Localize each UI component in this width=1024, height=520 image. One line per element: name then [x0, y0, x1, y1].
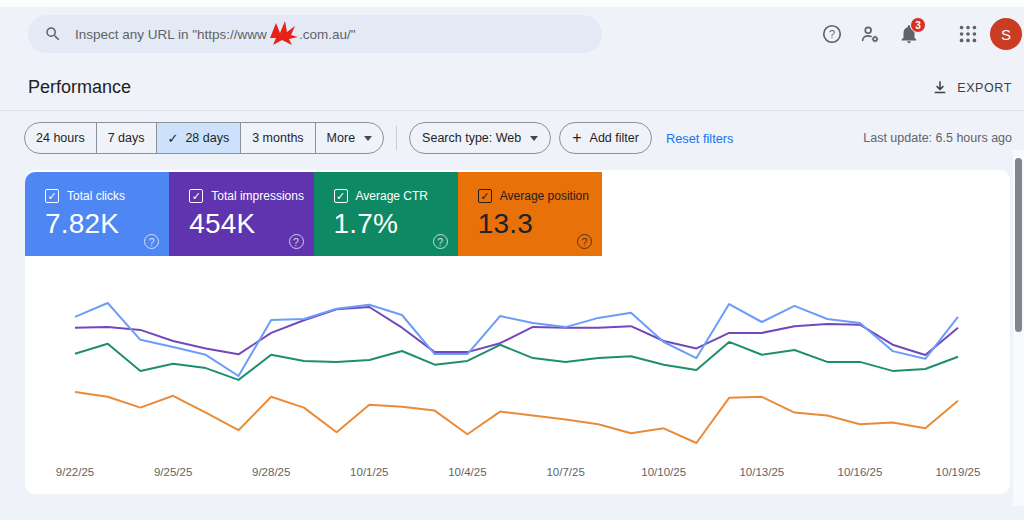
plus-icon: + [572, 129, 581, 147]
notification-badge: 3 [910, 17, 926, 33]
checkbox-checked-icon[interactable]: ✓ [334, 189, 348, 203]
help-icon[interactable]: ? [144, 234, 159, 249]
x-axis-label: 10/10/25 [641, 466, 686, 478]
add-filter-chip[interactable]: + Add filter [559, 122, 652, 154]
performance-line-chart[interactable]: 9/22/25 9/25/25 9/28/25 10/1/25 10/4/25 10/7/… [0, 280, 1024, 485]
search-icon [44, 25, 62, 43]
date-range-chip-label: 3 months [252, 131, 303, 145]
x-axis-label: 10/13/25 [739, 466, 784, 478]
date-range-chip-7-days[interactable]: 7 days [97, 123, 157, 153]
download-icon [931, 79, 949, 97]
chart-line-position [75, 392, 958, 443]
search-input-text-suffix: .com.au/" [299, 27, 356, 42]
header-divider [0, 110, 1024, 111]
url-inspect-searchbar[interactable]: Inspect any URL in "https://www .com.au/" [28, 15, 602, 53]
checkbox-checked-icon[interactable]: ✓ [45, 189, 59, 203]
date-range-chip-label: More [327, 131, 355, 145]
date-range-chip-24-hours[interactable]: 24 hours [25, 123, 97, 153]
date-range-chip-28-days[interactable]: ✓ 28 days [157, 123, 242, 153]
help-icon[interactable]: ? [433, 234, 448, 249]
avatar[interactable]: S [990, 18, 1022, 50]
x-axis-label: 9/25/25 [154, 466, 192, 478]
metric-card-label: Average CTR [356, 189, 428, 203]
date-range-chip-label: 24 hours [36, 131, 85, 145]
metric-card-label: Total clicks [67, 189, 125, 203]
metric-card-average-ctr[interactable]: ✓Average CTR1.7%? [314, 172, 458, 256]
checkbox-checked-icon[interactable]: ✓ [189, 189, 203, 203]
x-axis-label: 9/22/25 [56, 466, 94, 478]
scrollbar-thumb[interactable] [1015, 158, 1022, 332]
help-icon[interactable]: ? [289, 234, 304, 249]
x-axis-label: 9/28/25 [252, 466, 290, 478]
chevron-down-icon [364, 136, 372, 141]
redaction-scribble [268, 20, 298, 49]
x-axis-label: 10/4/25 [448, 466, 486, 478]
metric-card-total-impressions[interactable]: ✓Total impressions454K? [169, 172, 313, 256]
page-title: Performance [28, 77, 131, 98]
window-top-edge [0, 0, 1024, 7]
chart-line-impressions [75, 307, 958, 355]
metric-cards: ✓Total clicks7.82K?✓Total impressions454… [25, 172, 602, 256]
date-range-chip-label: 7 days [108, 131, 145, 145]
apps-grid-icon[interactable] [956, 22, 980, 46]
reset-filters-link[interactable]: Reset filters [666, 131, 734, 146]
chevron-down-icon [530, 136, 538, 141]
metric-card-average-position[interactable]: ✓Average position13.3? [458, 172, 602, 256]
x-axis-label: 10/7/25 [546, 466, 584, 478]
metric-card-label: Average position [500, 189, 589, 203]
export-button[interactable]: EXPORT [931, 79, 1012, 97]
metric-card-total-clicks[interactable]: ✓Total clicks7.82K? [25, 172, 169, 256]
date-range-chip-3-months[interactable]: 3 months [241, 123, 315, 153]
metric-card-label: Total impressions [211, 189, 304, 203]
gsc-performance-page: Inspect any URL in "https://www .com.au/"… [0, 0, 1024, 520]
last-update-text: Last update: 6.5 hours ago [863, 131, 1012, 145]
help-icon[interactable]: ? [577, 234, 592, 249]
date-range-chip-more[interactable]: More [316, 123, 383, 153]
x-axis-label: 10/16/25 [838, 466, 883, 478]
help-icon[interactable]: ? [820, 22, 844, 46]
date-range-chip-label: 28 days [185, 131, 229, 145]
date-range-group: 24 hours 7 days ✓ 28 days 3 months More [24, 122, 384, 154]
check-icon: ✓ [168, 131, 179, 146]
search-type-chip[interactable]: Search type: Web [409, 122, 551, 154]
chart-line-ctr [75, 342, 958, 380]
chart-line-clicks [75, 303, 958, 376]
svg-text:?: ? [829, 28, 835, 40]
x-axis-label: 10/1/25 [350, 466, 388, 478]
x-axis-label: 10/19/25 [936, 466, 981, 478]
filter-row: 24 hours 7 days ✓ 28 days 3 months More Searc… [24, 122, 733, 154]
checkbox-checked-icon[interactable]: ✓ [478, 189, 492, 203]
filter-divider [396, 126, 397, 150]
user-settings-icon[interactable] [858, 22, 882, 46]
search-input-text-prefix: Inspect any URL in "https://www [75, 27, 267, 42]
